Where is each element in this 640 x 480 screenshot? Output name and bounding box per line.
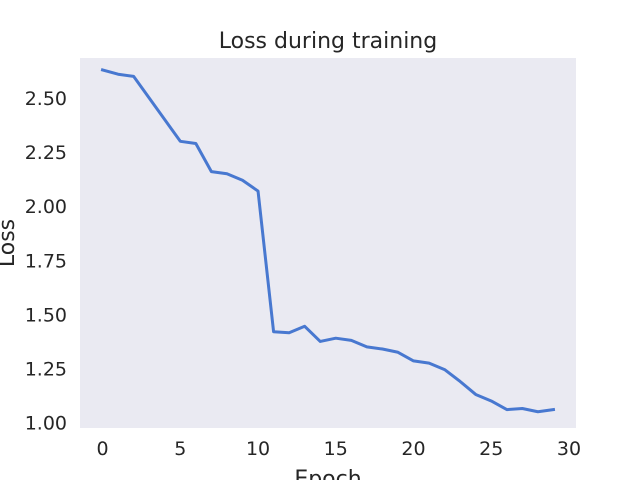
- y-tick-label: 2.25: [25, 142, 67, 164]
- y-tick-label: 2.00: [25, 196, 67, 218]
- y-tick-labels: 1.00 1.25 1.50 1.75 2.00 2.25 2.50: [25, 88, 67, 435]
- x-tick-label: 0: [96, 438, 108, 460]
- plot-area: [80, 58, 576, 428]
- x-tick-label: 20: [401, 438, 425, 460]
- loss-series-line: [100, 68, 556, 414]
- x-tick-labels: 0 5 10 15 20 25 30: [96, 438, 581, 460]
- x-tick-label: 15: [324, 438, 348, 460]
- y-tick-label: 1.50: [25, 304, 67, 326]
- x-tick-label: 25: [479, 438, 503, 460]
- x-tick-label: 10: [246, 438, 270, 460]
- x-axis-label: Epoch: [294, 467, 361, 480]
- x-tick-label: 5: [174, 438, 186, 460]
- chart-title: Loss during training: [219, 29, 437, 54]
- y-tick-label: 2.50: [25, 88, 67, 110]
- x-tick-label: 30: [557, 438, 581, 460]
- y-tick-label: 1.25: [25, 358, 67, 380]
- y-tick-label: 1.00: [25, 413, 67, 435]
- series-lines: [100, 68, 556, 414]
- y-tick-label: 1.75: [25, 250, 67, 272]
- y-axis-label: Loss: [0, 219, 20, 267]
